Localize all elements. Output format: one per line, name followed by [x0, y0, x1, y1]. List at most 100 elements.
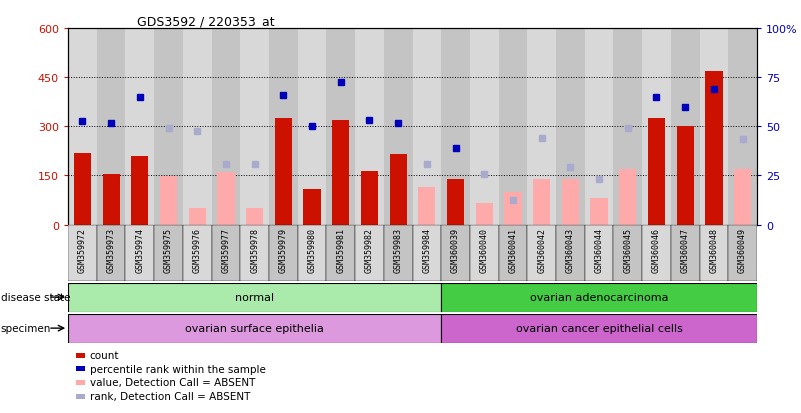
- Text: GSM360047: GSM360047: [681, 228, 690, 273]
- Text: GSM359981: GSM359981: [336, 228, 345, 273]
- Bar: [585, 225, 614, 281]
- Bar: [728, 225, 757, 281]
- Bar: [441, 225, 470, 281]
- Bar: [97, 29, 126, 225]
- Text: GSM360048: GSM360048: [710, 228, 718, 273]
- Text: GSM359976: GSM359976: [193, 228, 202, 273]
- Text: GSM360049: GSM360049: [738, 228, 747, 273]
- Bar: [642, 29, 670, 225]
- Bar: [527, 29, 556, 225]
- Text: ovarian adenocarcinoma: ovarian adenocarcinoma: [529, 292, 668, 302]
- Text: GSM359983: GSM359983: [393, 228, 403, 273]
- Bar: [590, 199, 608, 225]
- Bar: [97, 225, 126, 281]
- Text: GSM360043: GSM360043: [566, 228, 575, 273]
- Bar: [728, 29, 757, 225]
- Text: rank, Detection Call = ABSENT: rank, Detection Call = ABSENT: [90, 391, 250, 401]
- Text: percentile rank within the sample: percentile rank within the sample: [90, 364, 266, 374]
- Text: normal: normal: [235, 292, 274, 302]
- Bar: [269, 29, 298, 225]
- Bar: [648, 119, 665, 225]
- Bar: [413, 29, 441, 225]
- Bar: [68, 29, 97, 225]
- Text: GSM359973: GSM359973: [107, 228, 115, 273]
- Bar: [441, 314, 757, 343]
- Bar: [556, 29, 585, 225]
- Text: ovarian surface epithelia: ovarian surface epithelia: [185, 323, 324, 333]
- Text: GSM359975: GSM359975: [164, 228, 173, 273]
- Bar: [384, 29, 413, 225]
- Bar: [413, 225, 441, 281]
- Bar: [154, 29, 183, 225]
- Bar: [527, 225, 556, 281]
- Bar: [211, 225, 240, 281]
- Bar: [670, 29, 699, 225]
- Bar: [699, 225, 728, 281]
- Text: GSM360040: GSM360040: [480, 228, 489, 273]
- Bar: [533, 179, 550, 225]
- Bar: [269, 225, 298, 281]
- Text: value, Detection Call = ABSENT: value, Detection Call = ABSENT: [90, 377, 255, 387]
- Bar: [68, 225, 97, 281]
- Bar: [470, 225, 498, 281]
- Text: GSM360041: GSM360041: [509, 228, 517, 273]
- Bar: [298, 29, 326, 225]
- Bar: [217, 172, 235, 225]
- Bar: [360, 171, 378, 225]
- Bar: [326, 29, 355, 225]
- Bar: [562, 179, 579, 225]
- Bar: [298, 225, 326, 281]
- Text: GSM359979: GSM359979: [279, 228, 288, 273]
- Text: GSM360042: GSM360042: [537, 228, 546, 273]
- Text: GSM360039: GSM360039: [451, 228, 460, 273]
- Bar: [68, 314, 441, 343]
- Text: disease state: disease state: [1, 292, 70, 302]
- Bar: [505, 192, 521, 225]
- Text: GSM360045: GSM360045: [623, 228, 632, 273]
- Bar: [705, 71, 723, 225]
- Bar: [389, 155, 407, 225]
- Bar: [384, 225, 413, 281]
- Bar: [160, 177, 177, 225]
- Bar: [131, 157, 148, 225]
- Bar: [619, 169, 636, 225]
- Text: GDS3592 / 220353_at: GDS3592 / 220353_at: [137, 15, 275, 28]
- Text: count: count: [90, 350, 119, 360]
- Bar: [211, 29, 240, 225]
- Bar: [326, 225, 355, 281]
- Bar: [246, 209, 264, 225]
- Text: GSM359974: GSM359974: [135, 228, 144, 273]
- Bar: [614, 225, 642, 281]
- Bar: [240, 225, 269, 281]
- Text: ovarian cancer epithelial cells: ovarian cancer epithelial cells: [516, 323, 682, 333]
- Bar: [677, 127, 694, 225]
- Text: GSM360044: GSM360044: [594, 228, 604, 273]
- Bar: [476, 204, 493, 225]
- Text: GSM359978: GSM359978: [250, 228, 260, 273]
- Bar: [304, 189, 320, 225]
- Text: GSM360046: GSM360046: [652, 228, 661, 273]
- Bar: [355, 225, 384, 281]
- Text: GSM359982: GSM359982: [365, 228, 374, 273]
- Bar: [556, 225, 585, 281]
- Bar: [126, 225, 154, 281]
- Bar: [418, 188, 436, 225]
- Bar: [699, 29, 728, 225]
- Text: GSM359977: GSM359977: [221, 228, 231, 273]
- Bar: [68, 283, 441, 312]
- Bar: [240, 29, 269, 225]
- Bar: [585, 29, 614, 225]
- Bar: [498, 225, 527, 281]
- Bar: [642, 225, 670, 281]
- Bar: [355, 29, 384, 225]
- Bar: [183, 225, 211, 281]
- Bar: [734, 169, 751, 225]
- Bar: [189, 209, 206, 225]
- Bar: [470, 29, 498, 225]
- Bar: [74, 153, 91, 225]
- Text: GSM359984: GSM359984: [422, 228, 432, 273]
- Bar: [441, 283, 757, 312]
- Bar: [332, 121, 349, 225]
- Bar: [275, 119, 292, 225]
- Bar: [103, 174, 120, 225]
